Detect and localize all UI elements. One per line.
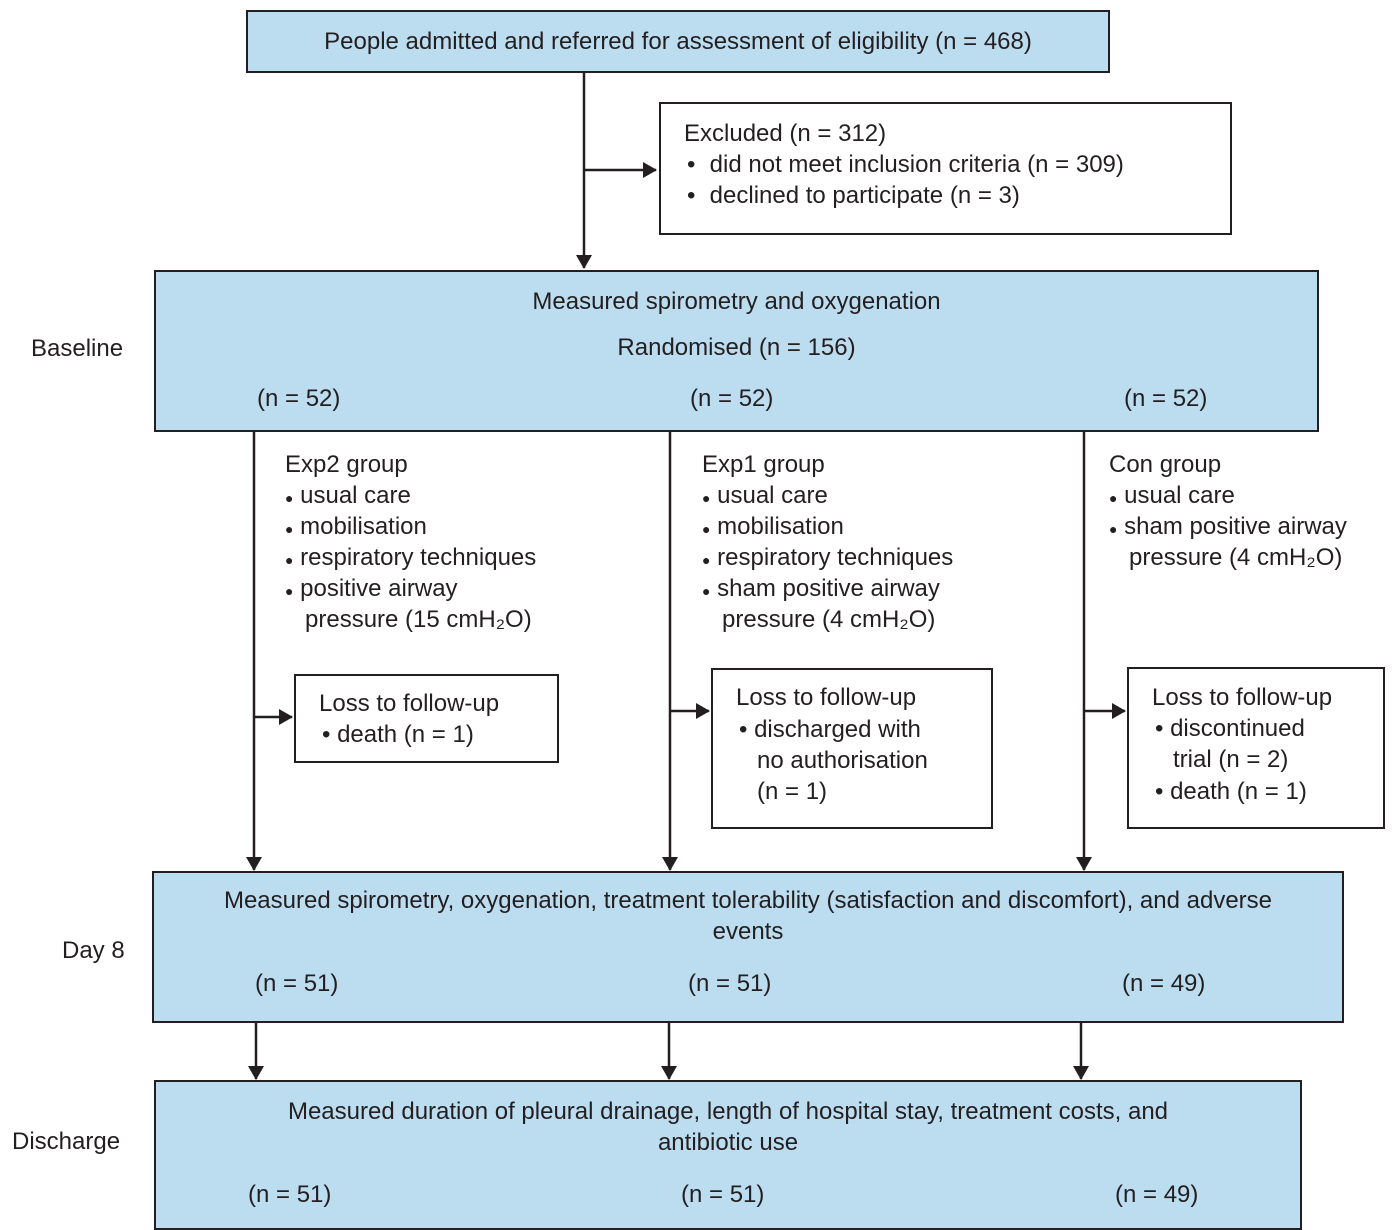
loss-box-exp2: Loss to follow-up • death (n = 1) [294, 674, 559, 763]
group-item: ● usual care [702, 482, 828, 509]
excluded-title: Excluded (n = 312) [684, 120, 887, 147]
stage-label-baseline: Baseline [31, 335, 124, 362]
loss-line: • death (n = 1) [1155, 778, 1307, 805]
group-item-cont: pressure (15 cmH₂O) [305, 606, 532, 633]
group-item: ● sham positive airway [1109, 513, 1347, 540]
eligibility-box: People admitted and referred for assessm… [246, 10, 1110, 73]
day8-n-con: (n = 49) [1122, 970, 1206, 997]
excluded-box: Excluded (n = 312) • did not meet inclus… [659, 102, 1232, 235]
group-title: Exp1 group [702, 451, 825, 478]
day8-n-exp2: (n = 51) [255, 970, 339, 997]
loss-box-con: Loss to follow-up • discontinued trial (… [1127, 667, 1385, 829]
group-title: Con group [1109, 451, 1222, 478]
discharge-line2: antibiotic use [657, 1129, 799, 1156]
loss-line: trial (n = 2) [1173, 746, 1289, 773]
group-item: ● mobilisation [285, 513, 427, 540]
day8-line2: events [712, 918, 784, 945]
group-item: ● usual care [285, 482, 411, 509]
loss-line: • discharged with [739, 716, 921, 743]
stage-label-discharge: Discharge [12, 1128, 121, 1155]
group-item-cont: pressure (4 cmH₂O) [1129, 544, 1343, 571]
loss-title: Loss to follow-up [319, 690, 500, 717]
discharge-line1: Measured duration of pleural drainage, l… [287, 1098, 1169, 1125]
loss-box-exp1: Loss to follow-up • discharged with no a… [711, 668, 993, 829]
excluded-item: • did not meet inclusion criteria (n = 3… [687, 151, 1124, 178]
group-item: ● sham positive airway [702, 575, 940, 602]
day8-line1: Measured spirometry, oxygenation, treatm… [223, 887, 1273, 914]
stage-label-day8: Day 8 [62, 937, 125, 964]
group-item: ● usual care [1109, 482, 1235, 509]
eligibility-text: People admitted and referred for assessm… [324, 28, 1032, 55]
group-title: Exp2 group [285, 451, 408, 478]
discharge-n-con: (n = 49) [1115, 1181, 1199, 1208]
loss-line: no authorisation [757, 747, 928, 774]
loss-line: • death (n = 1) [322, 721, 474, 748]
loss-line: • discontinued [1155, 715, 1305, 742]
excluded-item: • declined to participate (n = 3) [687, 182, 1020, 209]
baseline-n-exp2: (n = 52) [257, 385, 341, 412]
discharge-n-exp1: (n = 51) [681, 1181, 765, 1208]
loss-title: Loss to follow-up [1152, 684, 1333, 711]
loss-line: (n = 1) [757, 778, 828, 805]
group-item: ● respiratory techniques [702, 544, 954, 571]
discharge-box: Measured duration of pleural drainage, l… [154, 1080, 1302, 1230]
day8-box: Measured spirometry, oxygenation, treatm… [152, 871, 1344, 1023]
baseline-n-con: (n = 52) [1124, 385, 1208, 412]
group-item: ● respiratory techniques [285, 544, 537, 571]
group-item: ● positive airway [285, 575, 458, 602]
baseline-line2: Randomised (n = 156) [617, 334, 856, 361]
baseline-n-exp1: (n = 52) [690, 385, 774, 412]
discharge-n-exp2: (n = 51) [248, 1181, 332, 1208]
baseline-line1: Measured spirometry and oxygenation [532, 288, 941, 315]
group-item: ● mobilisation [702, 513, 844, 540]
baseline-box: Measured spirometry and oxygenation Rand… [154, 270, 1319, 432]
group-item-cont: pressure (4 cmH₂O) [722, 606, 936, 633]
day8-n-exp1: (n = 51) [688, 970, 772, 997]
loss-title: Loss to follow-up [736, 684, 917, 711]
